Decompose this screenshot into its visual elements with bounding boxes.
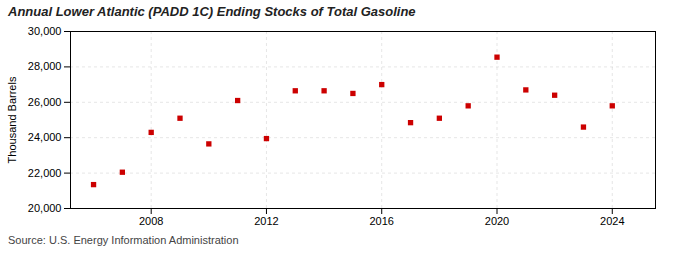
html-text:Source: U.S. Energy Informatio: Source: U.S. Energy Information Administ… xyxy=(8,234,239,246)
svg-text:2008: 2008 xyxy=(139,215,163,227)
svg-text:2016: 2016 xyxy=(369,215,393,227)
svg-text:2012: 2012 xyxy=(254,215,278,227)
svg-text:28,000: 28,000 xyxy=(28,60,62,72)
html-text:Annual Lower Atlantic (PADD 1C: Annual Lower Atlantic (PADD 1C) Ending S… xyxy=(8,4,416,19)
svg-text:Thousand Barrels: Thousand Barrels xyxy=(6,76,18,163)
svg-text:26,000: 26,000 xyxy=(28,96,62,108)
svg-text:30,000: 30,000 xyxy=(28,25,62,37)
svg-text:2024: 2024 xyxy=(600,215,624,227)
svg-text:2020: 2020 xyxy=(485,215,509,227)
svg-text:24,000: 24,000 xyxy=(28,131,62,143)
svg-text:20,000: 20,000 xyxy=(28,202,62,214)
svg-text:22,000: 22,000 xyxy=(28,167,62,179)
